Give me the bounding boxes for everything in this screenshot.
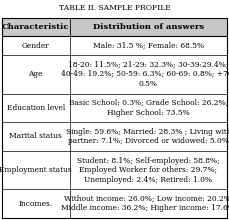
Text: Without income: 26.0%; Low income: 20.2%;
Middle income: 36.2%; Higher income: 1: Without income: 26.0%; Low income: 20.2%…	[61, 195, 229, 213]
Text: Employment status: Employment status	[0, 166, 72, 174]
Text: Education level: Education level	[7, 104, 65, 112]
Text: Marital status: Marital status	[9, 132, 62, 140]
Text: Gender: Gender	[22, 42, 50, 50]
Text: Single: 59.6%; Married: 28.3% ; Living with
partner: 7.1%; Divorced or widowed: : Single: 59.6%; Married: 28.3% ; Living w…	[65, 128, 229, 145]
Text: Distribution of answers: Distribution of answers	[93, 23, 204, 31]
Text: Student: 8.1%; Self-employed: 58.8%;
Employed Worker for others: 29.7%;
Unemploy: Student: 8.1%; Self-employed: 58.8%; Emp…	[77, 157, 220, 183]
Bar	[2, 18, 227, 36]
Text: Basic School: 0.3%; Grade School: 26.2%;
Higher School: 73.5%: Basic School: 0.3%; Grade School: 26.2%;…	[69, 99, 228, 117]
Text: Male: 31.5 %; Female: 68.5%: Male: 31.5 %; Female: 68.5%	[93, 42, 204, 50]
Text: TABLE II. SAMPLE PROFILE: TABLE II. SAMPLE PROFILE	[59, 4, 170, 12]
Text: Characteristic: Characteristic	[2, 23, 69, 31]
Text: Age: Age	[28, 70, 43, 78]
Text: 18-20: 11.5%; 21-29: 32.3%; 30-39:29.4%;
40-49: 19.2%; 50-59: 6.3%; 60-69: 0.8%;: 18-20: 11.5%; 21-29: 32.3%; 30-39:29.4%;…	[61, 61, 229, 88]
Text: Incomes.: Incomes.	[19, 200, 53, 208]
